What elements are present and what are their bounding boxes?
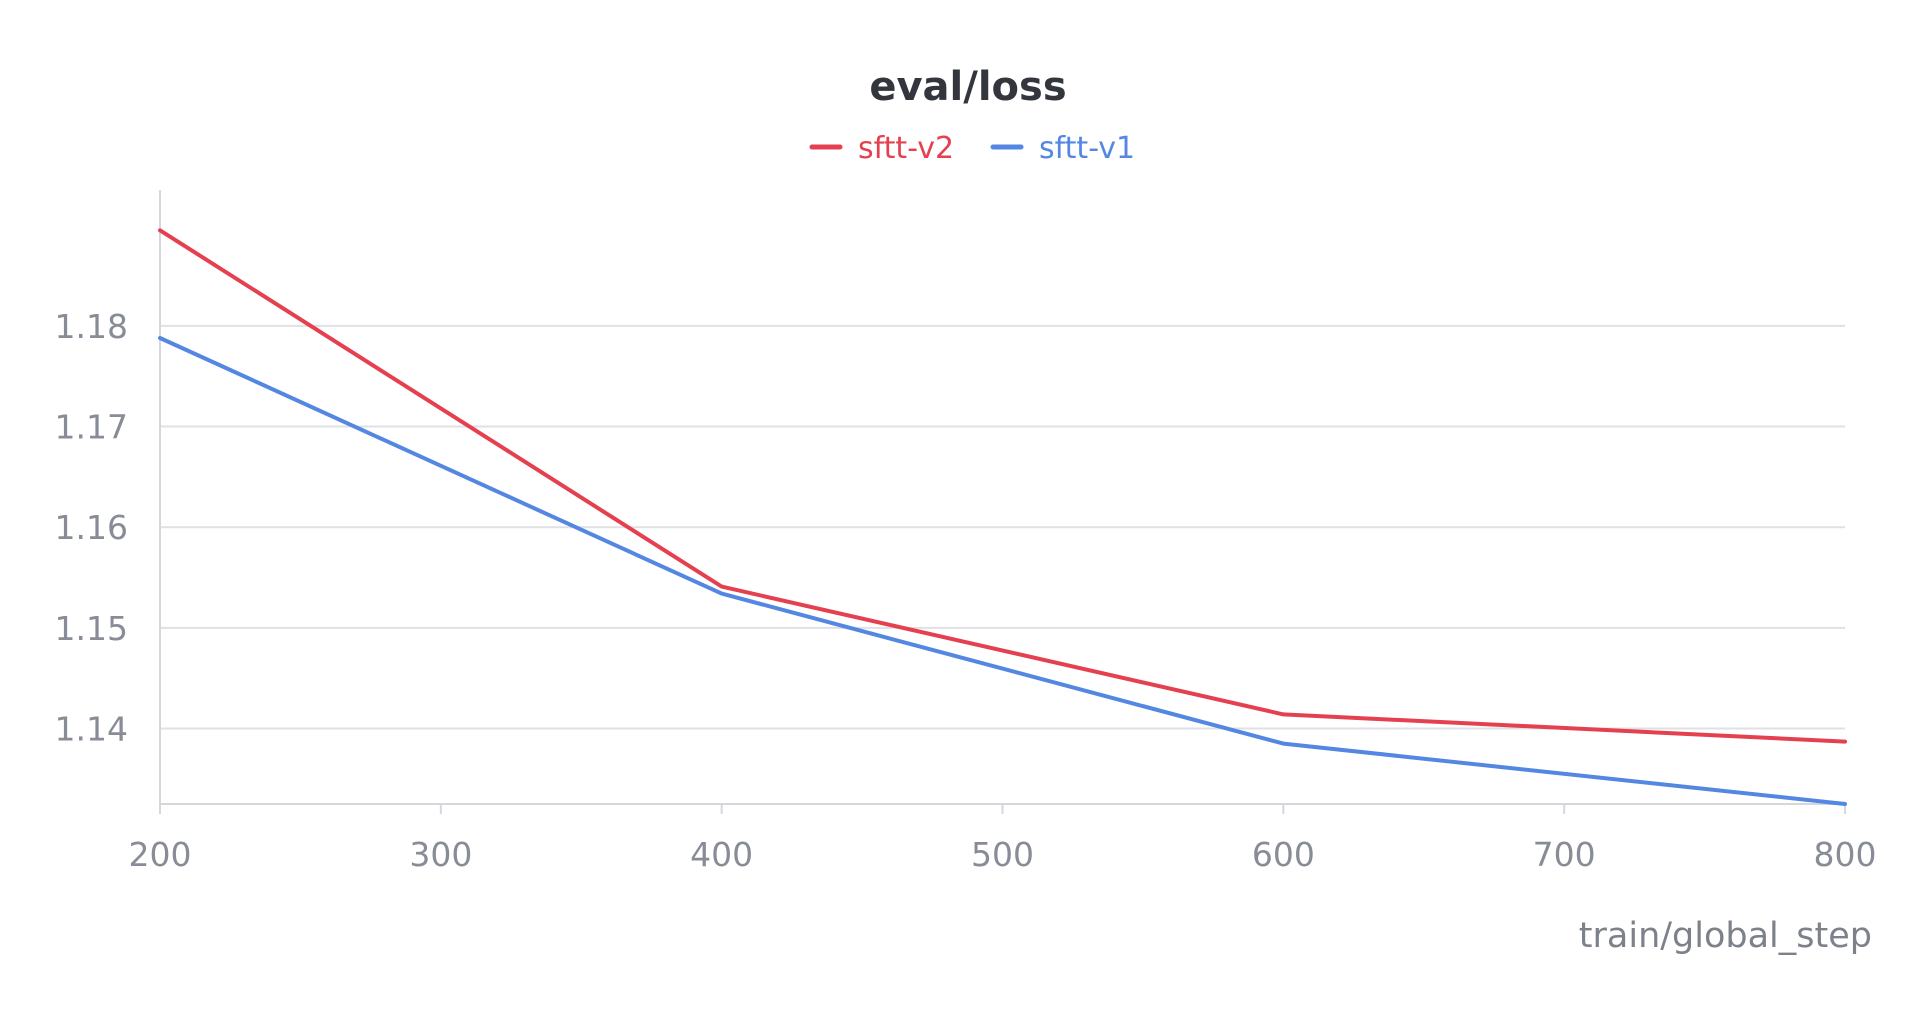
legend-item-sftt-v1[interactable]: sftt-v1 <box>990 131 1135 166</box>
y-tick-label: 1.18 <box>55 307 128 346</box>
x-tick-labels: 200 300 400 500 600 700 800 <box>129 835 1877 874</box>
x-tick-label: 500 <box>971 835 1034 874</box>
series-line-sftt-v2 <box>158 228 1847 744</box>
x-tick-label: 400 <box>690 835 753 874</box>
y-tick-label: 1.14 <box>55 710 128 749</box>
y-tick-labels: 1.14 1.15 1.16 1.17 1.18 <box>55 307 128 749</box>
legend-label: sftt-v1 <box>1039 131 1135 166</box>
chart-title: eval/loss <box>869 64 1066 110</box>
grid <box>160 324 1845 730</box>
legend-item-sftt-v2[interactable]: sftt-v2 <box>809 131 954 166</box>
axes <box>159 190 1846 814</box>
x-tick-label: 600 <box>1252 835 1315 874</box>
y-tick-label: 1.16 <box>55 508 128 547</box>
series-lines <box>158 228 1847 806</box>
series-line-sftt-v1 <box>158 336 1847 806</box>
x-tick-label: 300 <box>409 835 472 874</box>
legend-label: sftt-v2 <box>858 131 954 166</box>
y-tick-label: 1.15 <box>55 609 128 648</box>
x-tick-label: 800 <box>1814 835 1877 874</box>
legend: sftt-v2 sftt-v1 <box>809 131 1135 166</box>
x-tick-label: 700 <box>1533 835 1596 874</box>
x-tick-label: 200 <box>129 835 192 874</box>
x-axis-title: train/global_step <box>1579 916 1872 956</box>
y-tick-label: 1.17 <box>55 408 128 447</box>
